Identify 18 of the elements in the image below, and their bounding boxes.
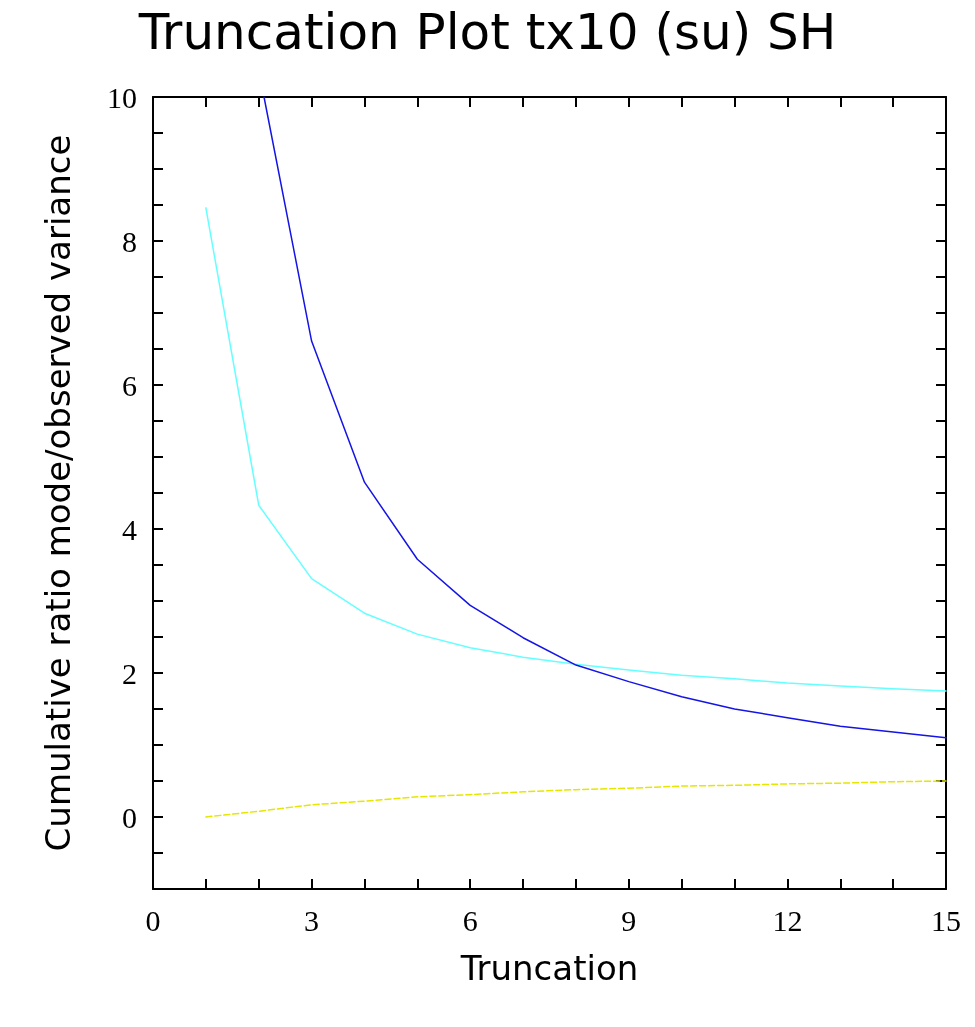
x-tick-label: 12 bbox=[772, 903, 803, 937]
x-tick-label: 15 bbox=[931, 903, 961, 937]
y-tick-label: 2 bbox=[122, 656, 137, 690]
line-series bbox=[263, 96, 947, 739]
y-tick-label: 0 bbox=[122, 800, 137, 834]
y-tick-label: 6 bbox=[122, 368, 137, 402]
x-tick-label: 6 bbox=[462, 903, 478, 937]
y-tick-label: 10 bbox=[107, 80, 137, 114]
line-series bbox=[205, 207, 947, 692]
chart-title: Truncation Plot tx10 (su) SH bbox=[137, 3, 837, 61]
x-tick-label: 9 bbox=[621, 903, 637, 937]
y-tick-label: 8 bbox=[122, 224, 137, 258]
y-tick-label: 4 bbox=[122, 512, 137, 546]
x-tick-label: 0 bbox=[145, 903, 161, 937]
x-axis-title: Truncation bbox=[459, 948, 639, 988]
line-series bbox=[205, 780, 947, 818]
y-axis-title: Cumulative ratio mode/observed variance bbox=[38, 134, 78, 852]
x-tick-label: 3 bbox=[304, 903, 320, 937]
